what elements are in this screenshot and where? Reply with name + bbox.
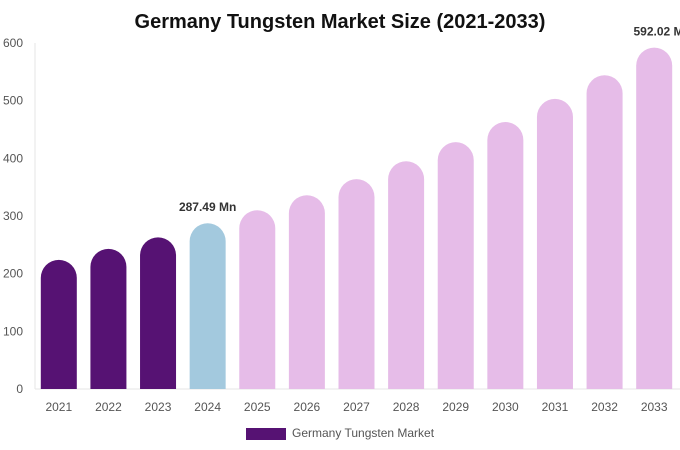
bar-2021[interactable] bbox=[40, 259, 77, 389]
legend[interactable]: Germany Tungsten Market bbox=[246, 426, 435, 440]
x-tick-label: 2029 bbox=[442, 400, 469, 414]
bar-2025[interactable] bbox=[239, 210, 276, 389]
bar-2026[interactable] bbox=[288, 195, 325, 389]
x-tick-label: 2033 bbox=[641, 400, 668, 414]
bar-2031[interactable] bbox=[536, 98, 573, 389]
x-tick-label: 2026 bbox=[294, 400, 321, 414]
bar-2030[interactable] bbox=[487, 122, 524, 389]
bar-2033[interactable] bbox=[636, 47, 673, 389]
bar-2028[interactable] bbox=[388, 161, 425, 389]
x-tick-label: 2031 bbox=[542, 400, 569, 414]
x-tick-label: 2025 bbox=[244, 400, 271, 414]
x-tick-label: 2032 bbox=[591, 400, 618, 414]
bar-2029[interactable] bbox=[437, 142, 474, 389]
x-tick-label: 2028 bbox=[393, 400, 420, 414]
y-tick-label: 100 bbox=[3, 324, 23, 338]
y-tick-label: 600 bbox=[3, 36, 23, 50]
y-tick-label: 400 bbox=[3, 151, 23, 165]
x-tick-label: 2024 bbox=[194, 400, 221, 414]
y-tick-label: 0 bbox=[16, 382, 23, 396]
x-tick-label: 2021 bbox=[45, 400, 72, 414]
y-tick-label: 500 bbox=[3, 94, 23, 108]
x-tick-label: 2027 bbox=[343, 400, 370, 414]
bar-2032[interactable] bbox=[586, 75, 623, 389]
legend-swatch bbox=[246, 428, 286, 440]
chart-title: Germany Tungsten Market Size (2021-2033) bbox=[135, 11, 546, 33]
data-label: 592.02 Mn bbox=[634, 25, 680, 39]
legend-label: Germany Tungsten Market bbox=[292, 426, 435, 440]
x-tick-label: 2030 bbox=[492, 400, 519, 414]
bar-2023[interactable] bbox=[140, 237, 177, 389]
y-tick-label: 200 bbox=[3, 267, 23, 281]
bar-2022[interactable] bbox=[90, 248, 127, 389]
bar-2024[interactable] bbox=[189, 223, 226, 389]
x-tick-label: 2023 bbox=[145, 400, 172, 414]
data-label: 287.49 Mn bbox=[179, 200, 236, 214]
x-tick-label: 2022 bbox=[95, 400, 122, 414]
bar-2027[interactable] bbox=[338, 179, 375, 389]
y-tick-label: 300 bbox=[3, 209, 23, 223]
